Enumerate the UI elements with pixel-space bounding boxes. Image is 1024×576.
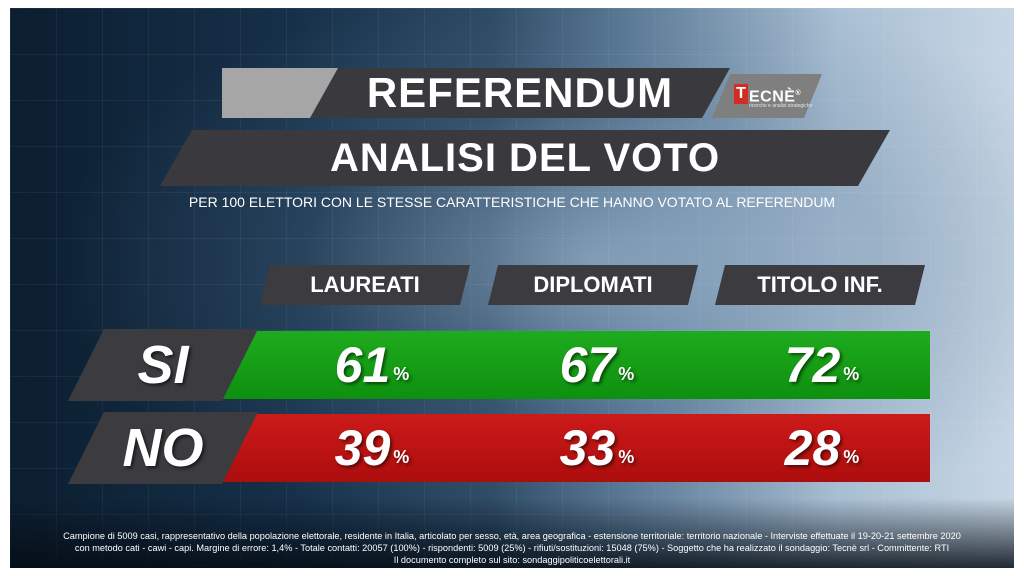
broadcast-graphic: REFERENDUM T ECNÈ® ricerche e analisi st…	[10, 8, 1014, 568]
percent-sign: %	[393, 363, 410, 384]
si-row-bar	[215, 331, 930, 399]
column-header-3: TITOLO INF.	[715, 265, 925, 305]
subtitle-banner: ANALISI DEL VOTO	[160, 130, 890, 186]
no-row-bar	[215, 414, 930, 482]
footnote-line-3: Il documento completo sul sito: sondaggi…	[393, 555, 631, 565]
percent-sign: %	[843, 446, 860, 467]
percent-sign: %	[393, 446, 410, 467]
si-value-2: 67%	[517, 331, 677, 399]
chart-description: PER 100 ELETTORI CON LE STESSE CARATTERI…	[188, 194, 836, 210]
percent-sign: %	[618, 363, 635, 384]
si-value-3: 72%	[742, 331, 902, 399]
percent-sign: %	[843, 363, 860, 384]
footnote-line-1: Campione di 5009 casi, rappresentativo d…	[63, 531, 961, 541]
no-row-label: NO	[68, 412, 258, 484]
logo-rest-text: ECNÈ	[749, 88, 796, 106]
value-number: 39	[334, 420, 391, 476]
logo-wordmark: ECNÈ®	[749, 84, 801, 107]
methodology-footnote: Campione di 5009 casi, rappresentativo d…	[10, 530, 1014, 566]
logo-initial: T	[734, 84, 748, 104]
si-row-label: SI	[68, 329, 258, 401]
tecne-logo: T ECNÈ® ricerche e analisi strategiche	[734, 84, 812, 112]
value-number: 28	[784, 420, 841, 476]
si-value-1: 61%	[292, 331, 452, 399]
no-value-3: 28%	[742, 414, 902, 482]
column-header-1: LAUREATI	[260, 265, 470, 305]
bottom-vignette	[10, 498, 1014, 568]
value-number: 33	[559, 420, 616, 476]
no-value-1: 39%	[292, 414, 452, 482]
logo-registered: ®	[795, 90, 802, 97]
logo-background	[712, 74, 822, 118]
value-number: 72	[784, 337, 841, 393]
no-value-2: 33%	[517, 414, 677, 482]
footnote-line-2: con metodo cati - cawi - capi. Margine d…	[74, 543, 950, 553]
title-banner: REFERENDUM	[310, 68, 730, 118]
column-header-2: DIPLOMATI	[488, 265, 698, 305]
value-number: 67	[559, 337, 616, 393]
logo-tagline: ricerche e analisi strategiche	[749, 103, 813, 109]
percent-sign: %	[618, 446, 635, 467]
value-number: 61	[334, 337, 391, 393]
